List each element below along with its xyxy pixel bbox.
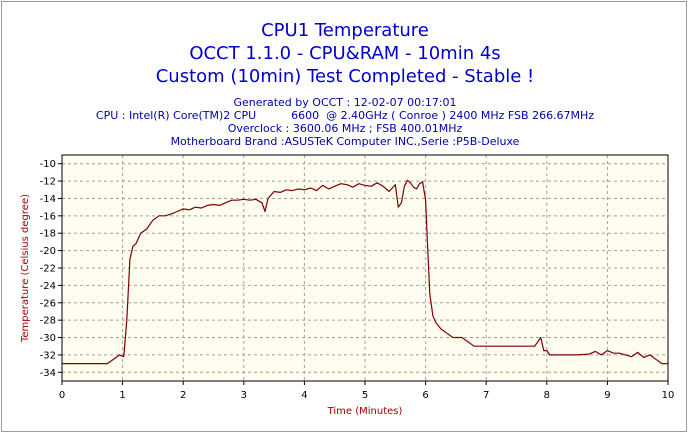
y-tick-label: -20 [40, 246, 56, 257]
y-tick-label: -26 [40, 298, 56, 309]
x-tick-label: 3 [241, 390, 247, 401]
info-motherboard: Motherboard Brand :ASUSTeK Computer INC.… [170, 135, 520, 148]
x-tick-label: 0 [59, 390, 65, 401]
temperature-series-line [62, 179, 668, 365]
info-overclock: Overclock : 3600.06 MHz ; FSB 400.01MHz [227, 122, 463, 135]
y-tick-label: -22 [40, 264, 56, 275]
x-tick-label: 8 [544, 390, 550, 401]
x-tick-label: 5 [362, 390, 368, 401]
plot-border [61, 154, 669, 382]
x-tick-label: 10 [662, 390, 675, 401]
chart-subtitle-status: Custom (10min) Test Completed - Stable ! [155, 66, 535, 87]
y-tick-label: -34 [40, 368, 56, 379]
y-tick-label: -28 [40, 316, 56, 327]
axes: 0 1 2 3 4 5 6 7 8 9 10 -10 -12 -14 -16 -18 -20 -22 -24 -26 -… [40, 154, 675, 401]
x-tick-label: 9 [604, 390, 610, 401]
y-axis-title: Temperature (Celsius degree) [20, 194, 31, 343]
y-tick-label: -32 [40, 350, 56, 361]
y-tick-label: -30 [40, 333, 56, 344]
x-tick-label: 6 [422, 390, 428, 401]
y-tick-label: -18 [40, 229, 56, 240]
y-tick-label: -10 [40, 159, 56, 170]
series-layer [62, 179, 668, 365]
x-axis-title: Time (Minutes) [327, 406, 403, 417]
x-tick-label: 7 [483, 390, 489, 401]
x-tick-label: 2 [180, 390, 186, 401]
y-tick-label: -12 [40, 177, 56, 188]
chart-subtitle-version: OCCT 1.1.0 - CPU&RAM - 10min 4s [189, 43, 501, 64]
grid-lines [62, 155, 668, 381]
info-cpu: CPU : Intel(R) Core(TM)2 CPU 6600 @ 2.40… [95, 109, 595, 122]
x-tick-label: 4 [301, 390, 307, 401]
y-tick-label: -24 [40, 281, 56, 292]
chart-title: CPU1 Temperature [261, 20, 429, 41]
x-tick-label: 1 [119, 390, 125, 401]
info-generated: Generated by OCCT : 12-02-07 00:17:01 [233, 96, 457, 109]
y-tick-label: -14 [40, 194, 56, 205]
y-tick-label: -16 [40, 211, 56, 222]
